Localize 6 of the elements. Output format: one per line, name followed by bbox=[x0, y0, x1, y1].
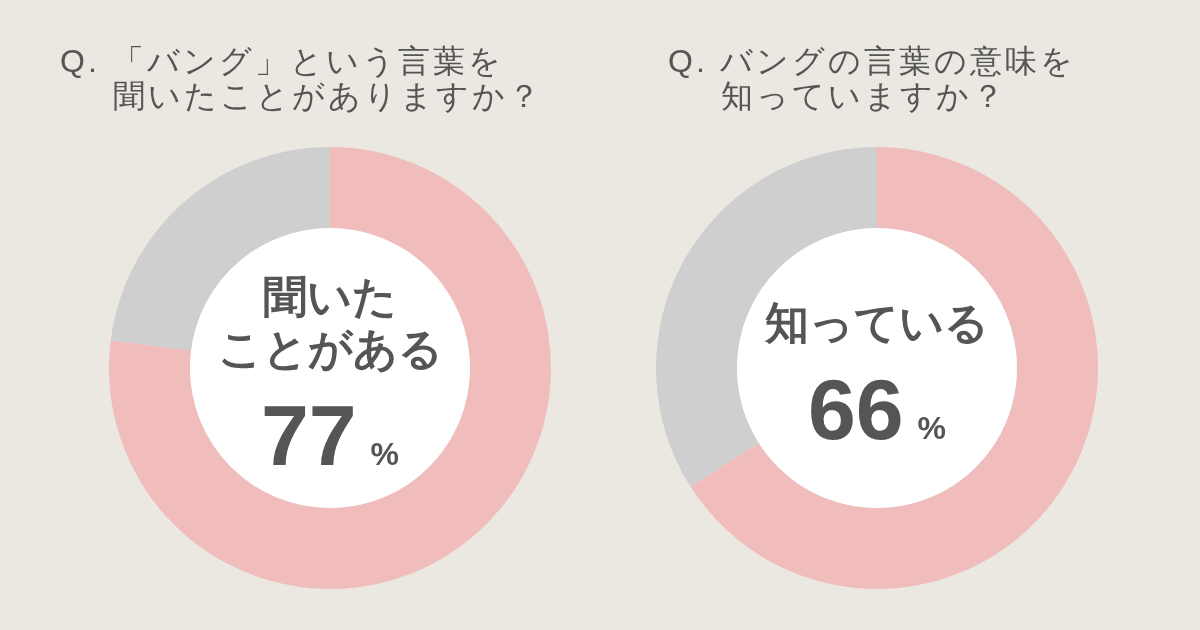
slice-label: 知っている bbox=[764, 298, 989, 347]
slice-label: 聞いたことがある bbox=[217, 272, 443, 373]
chart-title: Q. 「バング」という言葉を聞いたことがありますか？ bbox=[60, 43, 543, 114]
data-label: 77% bbox=[260, 387, 400, 483]
data-label: 66% bbox=[807, 361, 947, 457]
chart-title: Q. バングの言葉の意味を知っていますか？ bbox=[668, 43, 1076, 114]
